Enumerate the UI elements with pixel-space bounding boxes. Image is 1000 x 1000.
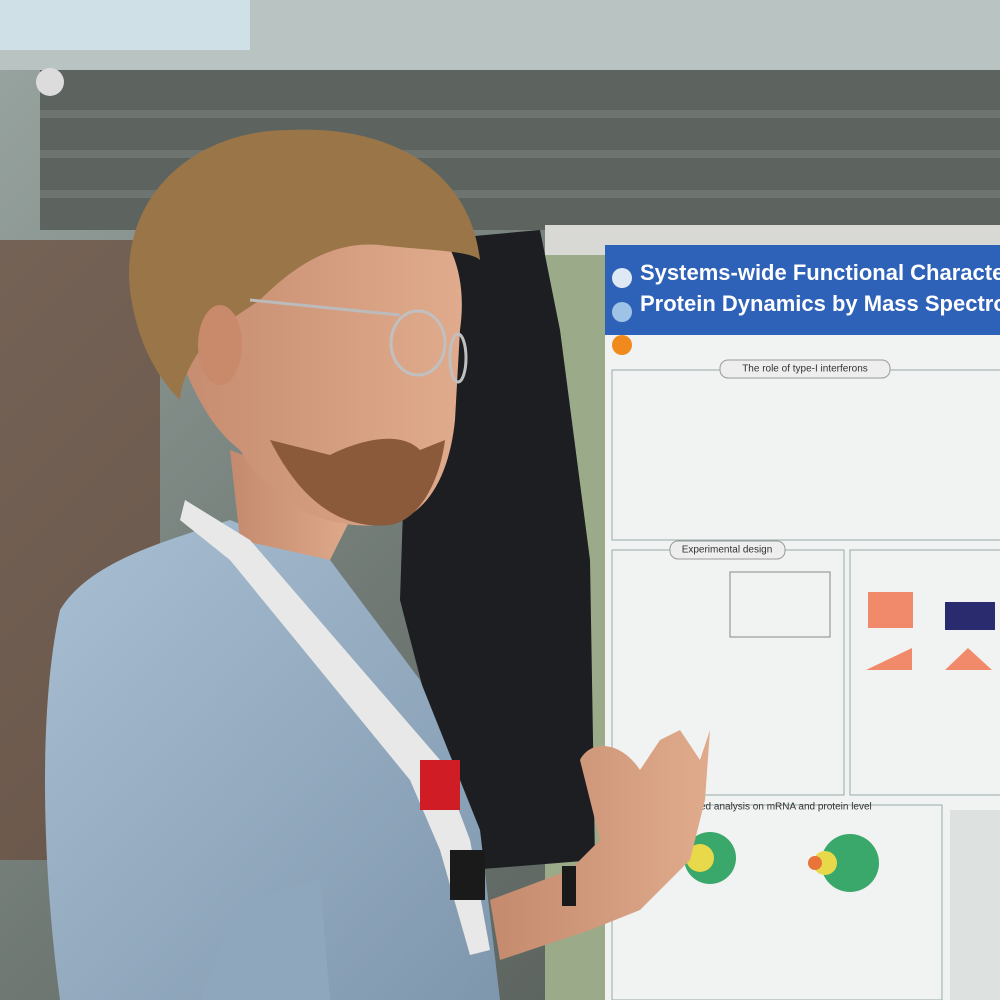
section-title: The role of type-I interferons (742, 364, 868, 375)
poster-figure (868, 592, 913, 628)
poster-title: Protein Dynamics by Mass Spectro (640, 291, 1000, 316)
window (0, 0, 250, 50)
ear (198, 305, 242, 385)
section-title: ed analysis on mRNA and protein level (700, 802, 872, 813)
logo (612, 268, 632, 288)
poster-figure (813, 851, 837, 875)
poster-figure (686, 844, 714, 872)
glasses-arm (249, 298, 401, 317)
poster-figure (821, 834, 879, 892)
t-shirt-sleeve (200, 880, 330, 1000)
poster-figure (945, 648, 992, 670)
poster-panel (849, 549, 1000, 796)
poster-figure (945, 602, 995, 630)
lanyard (180, 500, 490, 955)
poster-table (729, 571, 831, 638)
blind-slat (40, 150, 1000, 158)
section-title: Experimental design (682, 545, 773, 556)
hair (129, 129, 480, 400)
wristband (562, 866, 576, 906)
section-label (669, 540, 786, 560)
logo (612, 302, 632, 322)
poster-figure (808, 856, 822, 870)
hand (490, 730, 710, 960)
glasses-lens (448, 332, 468, 384)
beard (270, 438, 445, 526)
lanyard-tag (420, 760, 460, 810)
section-label (719, 359, 891, 379)
poster-figure (866, 648, 912, 670)
blind-slat (40, 110, 1000, 118)
logo (612, 335, 632, 355)
light-fixture (36, 68, 64, 96)
lanyard-clip (450, 850, 485, 900)
poster-header (605, 245, 1000, 335)
t-shirt (45, 520, 500, 1000)
poster-panel (950, 810, 1000, 1000)
poster-title: Systems-wide Functional Characte (640, 260, 1000, 285)
blind-slat (40, 190, 1000, 198)
glasses-lens (389, 309, 447, 377)
poster (605, 245, 1000, 1000)
